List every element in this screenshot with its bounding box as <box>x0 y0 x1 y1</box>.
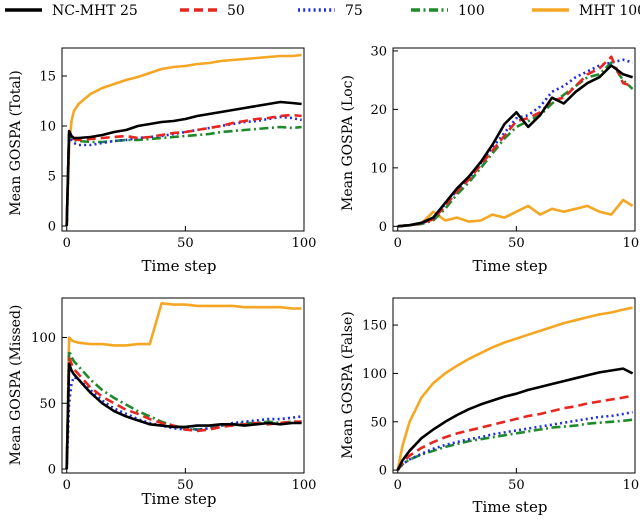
chart-missed-xtick-label-0: 0 <box>63 478 71 493</box>
chart-missed-series-1 <box>65 355 302 470</box>
chart-total-series-4 <box>65 53 302 227</box>
legend-label-2: 75 <box>345 3 363 19</box>
chart-loc-xtick-label-2: 100 <box>623 236 640 251</box>
chart-false-series-0 <box>396 367 634 471</box>
chart-false-ytick-label-0: 0 <box>379 464 387 479</box>
legend-label-1: 50 <box>227 3 245 19</box>
chart-total-ytick-label-2: 10 <box>39 120 56 135</box>
chart-loc-series-4 <box>397 198 634 228</box>
chart-total-frame <box>61 47 305 232</box>
chart-total-xlabel: Time step <box>142 257 217 275</box>
chart-loc-ytick-label-3: 30 <box>370 44 387 59</box>
chart-loc-ylabel: Mean GOSPA (Loc) <box>340 75 356 211</box>
chart-loc: Mean GOSPA (Loc) Time step 0 50 100 0 10 20 30 <box>340 44 640 275</box>
chart-missed-frame <box>61 297 305 474</box>
chart-missed-series-4 <box>65 301 302 470</box>
chart-false-ytick-label-2: 100 <box>362 367 387 382</box>
legend-label-0: NC-MHT 25 <box>52 3 138 19</box>
chart-total-ytick-label-3: 15 <box>39 70 56 85</box>
chart-false: Mean GOSPA (False) Time step 0 50 100 0 50 10… <box>340 297 640 516</box>
chart-missed-ylabel: Mean GOSPA (Missed) <box>8 305 24 466</box>
legend-entry-0: NC-MHT 25 <box>5 3 138 19</box>
chart-false-xlabel: Time step <box>473 498 548 516</box>
chart-total-series-2 <box>65 115 302 227</box>
chart-total-series-0 <box>65 100 302 227</box>
chart-loc-xtick-label-0: 0 <box>394 236 402 251</box>
chart-total-series-1 <box>65 113 302 227</box>
chart-total-ylabel: Mean GOSPA (Total) <box>8 70 24 215</box>
chart-loc-series-1 <box>397 55 633 228</box>
chart-missed-ytick-label-1: 50 <box>39 397 56 412</box>
chart-loc-ytick-label-0: 0 <box>379 220 387 235</box>
chart-loc-ytick-label-2: 20 <box>370 103 387 118</box>
chart-missed: Mean GOSPA (Missed) Time step 0 50 100 0 50 1… <box>8 297 317 508</box>
chart-missed-xtick-label-2: 100 <box>292 478 317 493</box>
chart-missed-series-2 <box>65 375 302 470</box>
chart-loc-series-2 <box>397 58 633 228</box>
chart-missed-ytick-label-2: 100 <box>31 331 56 346</box>
chart-missed-xtick-label-1: 50 <box>177 478 194 493</box>
chart-false-ytick-label-1: 50 <box>370 415 387 430</box>
chart-false-series-4 <box>396 306 633 471</box>
chart-false-ytick-label-3: 150 <box>362 319 387 334</box>
chart-missed-series-3 <box>65 349 302 470</box>
legend-label-3: 100 <box>458 3 485 19</box>
chart-false-xtick-label-1: 50 <box>508 478 525 493</box>
chart-false-ylabel: Mean GOSPA (False) <box>340 311 356 458</box>
chart-total-ytick-label-1: 5 <box>48 170 56 185</box>
legend-entry-1: 50 <box>180 3 245 19</box>
chart-loc-xlabel: Time step <box>473 257 548 275</box>
legend-entry-2: 75 <box>298 3 363 19</box>
chart-false-xtick-label-0: 0 <box>394 478 402 493</box>
chart-loc-ytick-label-1: 10 <box>370 161 387 176</box>
chart-loc-series-0 <box>397 64 633 228</box>
chart-total-xtick-label-0: 0 <box>63 236 71 251</box>
chart-missed-xlabel: Time step <box>142 490 217 508</box>
chart-total-xtick-label-2: 100 <box>292 236 317 251</box>
chart-total-xtick-label-1: 50 <box>177 236 194 251</box>
chart-false-series-2 <box>396 410 633 471</box>
chart-false-frame <box>392 297 636 474</box>
chart-total-series-3 <box>65 125 302 227</box>
chart-loc-series-3 <box>397 61 634 228</box>
chart-missed-ytick-label-0: 0 <box>48 463 56 478</box>
chart-missed-series-0 <box>65 362 302 470</box>
chart-loc-xtick-label-1: 50 <box>508 236 525 251</box>
chart-loc-frame <box>392 47 636 232</box>
chart-false-series-1 <box>396 394 633 471</box>
legend: NC-MHT 25 50 75 100 MHT 100 <box>5 3 640 19</box>
legend-entry-3: 100 <box>411 3 485 19</box>
legend-entry-4: MHT 100 <box>532 3 640 19</box>
chart-false-xtick-label-2: 100 <box>623 478 640 493</box>
chart-total: Mean GOSPA (Total) Time step 0 50 100 0 5 10 1… <box>8 47 317 275</box>
chart-false-series-3 <box>396 418 633 471</box>
chart-total-ytick-label-0: 0 <box>48 220 56 235</box>
legend-label-4: MHT 100 <box>579 3 640 19</box>
